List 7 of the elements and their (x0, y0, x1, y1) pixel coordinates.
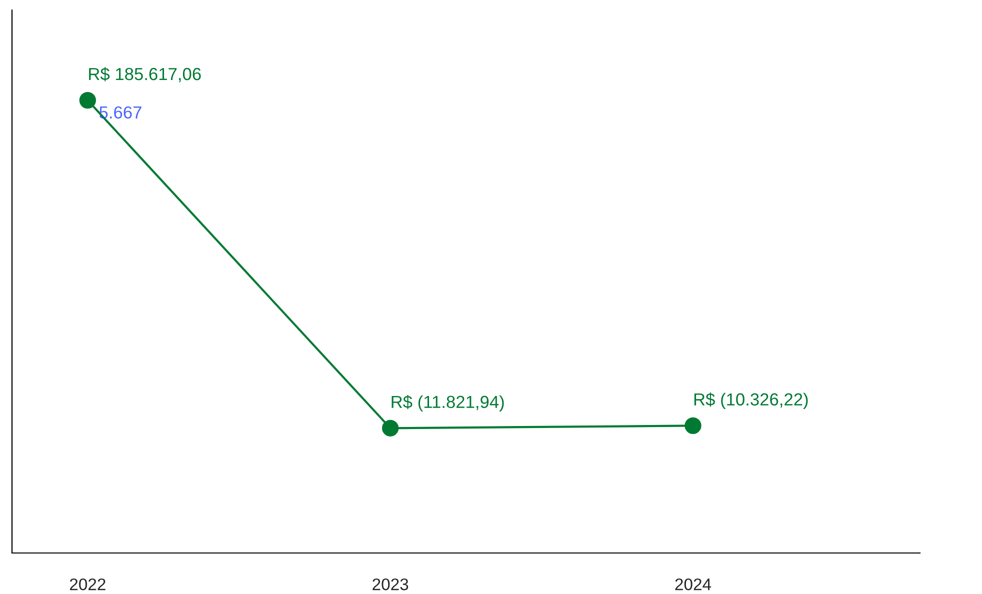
data-label: R$ 185.617,06 (89, 67, 201, 82)
x-tick-label: 2023 (372, 578, 408, 590)
x-tick-label: 2024 (675, 578, 712, 590)
x-tick-label: 2022 (70, 578, 106, 590)
data-label: R$ (10.326,22) (694, 392, 808, 410)
annotation: 5.667 (99, 106, 142, 119)
data-label: R$ (11.821,94) (392, 395, 504, 412)
